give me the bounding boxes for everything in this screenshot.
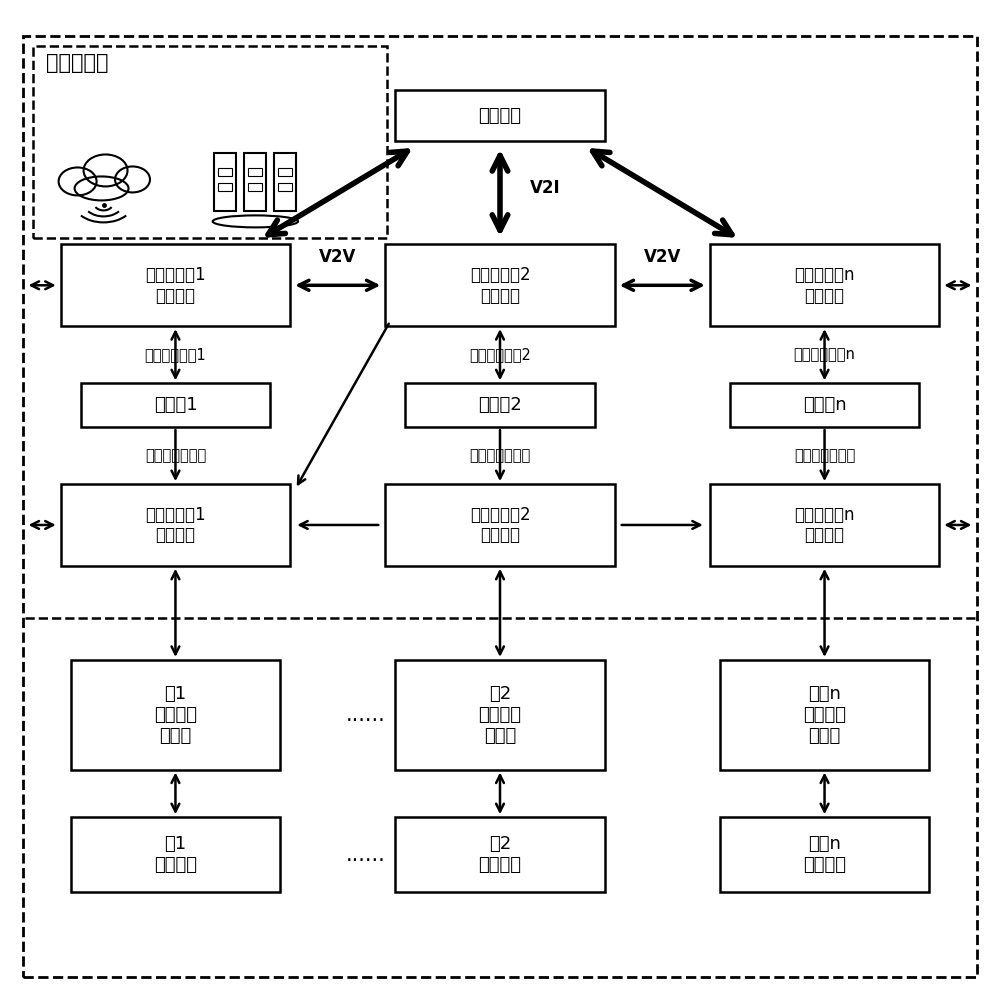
Ellipse shape — [84, 154, 128, 186]
FancyBboxPatch shape — [278, 168, 292, 176]
FancyBboxPatch shape — [248, 168, 262, 176]
Text: 驾驶员1: 驾驶员1 — [154, 396, 197, 414]
FancyBboxPatch shape — [214, 153, 236, 211]
Text: 云端服务器: 云端服务器 — [46, 53, 108, 73]
Text: 车2
动力部件
控制器: 车2 动力部件 控制器 — [479, 685, 522, 745]
Text: V2V: V2V — [319, 248, 356, 266]
Ellipse shape — [213, 215, 298, 227]
Text: 下层控制剧1
（虚拟）: 下层控制剧1 （虚拟） — [145, 506, 206, 544]
Text: ......: ...... — [345, 705, 385, 725]
FancyBboxPatch shape — [218, 168, 232, 176]
Text: 驾驶员2: 驾驶员2 — [478, 396, 522, 414]
FancyBboxPatch shape — [71, 817, 280, 892]
FancyBboxPatch shape — [81, 383, 270, 427]
FancyBboxPatch shape — [385, 484, 615, 566]
Ellipse shape — [115, 166, 150, 192]
Text: 最优车速序兗1: 最优车速序兗1 — [145, 347, 206, 362]
Ellipse shape — [75, 176, 129, 200]
Text: 上层控制剧2
（虚拟）: 上层控制剧2 （虚拟） — [470, 266, 530, 305]
FancyBboxPatch shape — [274, 153, 296, 211]
FancyBboxPatch shape — [395, 90, 605, 141]
Text: 车1
动力部件
控制器: 车1 动力部件 控制器 — [154, 685, 197, 745]
FancyBboxPatch shape — [61, 484, 290, 566]
Text: 车＿n
动力部件: 车＿n 动力部件 — [803, 835, 846, 874]
Text: 最优车速序兗2: 最优车速序兗2 — [469, 347, 531, 362]
Text: 上层控制器n
（虚拟）: 上层控制器n （虚拟） — [794, 266, 855, 305]
Text: 车1
动力部件: 车1 动力部件 — [154, 835, 197, 874]
Text: 驾驶员n: 驾驶员n — [803, 396, 846, 414]
FancyBboxPatch shape — [730, 383, 919, 427]
Text: 加速、制动操作: 加速、制动操作 — [794, 448, 855, 463]
FancyBboxPatch shape — [405, 383, 595, 427]
FancyBboxPatch shape — [71, 660, 280, 770]
Text: V2I: V2I — [530, 179, 561, 197]
Text: 车2
动力部件: 车2 动力部件 — [479, 835, 522, 874]
FancyBboxPatch shape — [395, 817, 605, 892]
Text: 上层控制剧1
（虚拟）: 上层控制剧1 （虚拟） — [145, 266, 206, 305]
FancyBboxPatch shape — [385, 244, 615, 326]
FancyBboxPatch shape — [720, 660, 929, 770]
FancyBboxPatch shape — [710, 484, 939, 566]
FancyBboxPatch shape — [278, 183, 292, 191]
FancyBboxPatch shape — [61, 244, 290, 326]
FancyBboxPatch shape — [248, 183, 262, 191]
Text: ......: ...... — [345, 845, 385, 865]
Text: 车＿n
动力部件
控制器: 车＿n 动力部件 控制器 — [803, 685, 846, 745]
Text: 最优车速序列n: 最优车速序列n — [794, 347, 855, 362]
Text: 交通设施: 交通设施 — [479, 107, 522, 125]
Text: 加速、制动操作: 加速、制动操作 — [469, 448, 531, 463]
FancyBboxPatch shape — [395, 660, 605, 770]
FancyBboxPatch shape — [720, 817, 929, 892]
FancyBboxPatch shape — [710, 244, 939, 326]
Ellipse shape — [59, 167, 97, 195]
Text: 加速、制动操作: 加速、制动操作 — [145, 448, 206, 463]
Text: V2V: V2V — [644, 248, 681, 266]
FancyBboxPatch shape — [218, 183, 232, 191]
Text: 下层控制器n
（虚拟）: 下层控制器n （虚拟） — [794, 506, 855, 544]
Text: 下层控制剧2
（虚拟）: 下层控制剧2 （虚拟） — [470, 506, 530, 544]
FancyBboxPatch shape — [244, 153, 266, 211]
